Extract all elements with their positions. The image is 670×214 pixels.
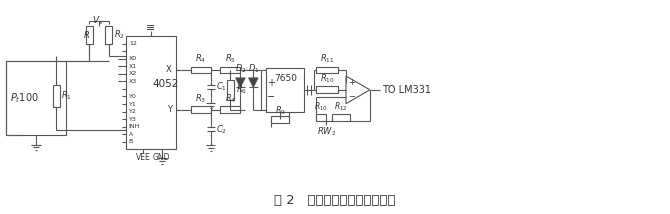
Text: $V_s$: $V_s$ [92, 15, 104, 27]
Text: INH: INH [129, 124, 140, 129]
Text: $C_1$: $C_1$ [216, 80, 228, 93]
Bar [190, 106, 210, 113]
Text: 图 2   前置信号处理电路电路图: 图 2 前置信号处理电路电路图 [274, 194, 396, 207]
Text: $R$: $R$ [83, 30, 90, 40]
Text: $R_4$: $R_4$ [225, 92, 236, 105]
Text: +: + [348, 79, 355, 88]
Bar [271, 116, 289, 123]
Text: $P_t$100: $P_t$100 [10, 91, 39, 104]
Text: Y: Y [167, 105, 172, 114]
Text: $R_5$: $R_5$ [225, 53, 236, 65]
Bar [316, 114, 326, 121]
Bar [316, 86, 338, 93]
Bar [7, 61, 66, 135]
Bar [220, 106, 241, 113]
Text: VEE: VEE [136, 153, 151, 162]
Text: $R_{12}$: $R_{12}$ [334, 100, 348, 113]
Text: Y3: Y3 [129, 117, 137, 122]
Bar [220, 67, 241, 73]
Bar [86, 26, 92, 44]
Text: $D_2$: $D_2$ [234, 62, 246, 75]
Bar [332, 114, 350, 121]
Polygon shape [249, 78, 258, 87]
Text: +: + [267, 78, 275, 88]
Text: Y1: Y1 [129, 101, 137, 107]
Text: $R_4$: $R_4$ [195, 53, 206, 65]
Polygon shape [236, 78, 245, 87]
Text: X: X [166, 65, 172, 74]
Text: $RW_2$: $RW_2$ [318, 125, 336, 138]
Text: $D_1$: $D_1$ [247, 62, 259, 75]
Text: −: − [267, 92, 275, 102]
Text: $C_2$: $C_2$ [216, 123, 228, 136]
Polygon shape [346, 76, 370, 104]
Text: 12: 12 [129, 41, 137, 46]
Text: A: A [129, 132, 133, 137]
Text: $R_{10}$: $R_{10}$ [320, 72, 334, 85]
Text: 4052: 4052 [153, 79, 179, 89]
Bar [227, 80, 234, 100]
Text: Y0: Y0 [129, 94, 137, 99]
Text: $R_{11}$: $R_{11}$ [320, 53, 334, 65]
Text: X2: X2 [129, 71, 137, 76]
Text: $R_{10}$: $R_{10}$ [314, 100, 328, 113]
Bar [316, 67, 338, 73]
Text: X3: X3 [129, 79, 137, 84]
Text: ≡: ≡ [146, 23, 155, 33]
Text: X0: X0 [129, 56, 137, 61]
Text: $R_3$: $R_3$ [195, 92, 206, 105]
Text: TO LM331: TO LM331 [382, 85, 431, 95]
Text: GND: GND [153, 153, 170, 162]
Text: 7650: 7650 [274, 73, 297, 83]
Text: $R_9$: $R_9$ [275, 104, 286, 116]
Text: X1: X1 [129, 64, 137, 69]
Text: $R_1$: $R_1$ [61, 90, 72, 102]
Bar [105, 26, 113, 44]
Bar [126, 36, 176, 149]
Text: −: − [348, 92, 355, 101]
Text: B: B [129, 139, 133, 144]
Text: $R_6$: $R_6$ [237, 83, 247, 96]
Bar [266, 68, 304, 111]
Bar [53, 85, 60, 107]
Text: Y2: Y2 [129, 109, 137, 114]
Bar [190, 67, 210, 73]
Text: $R_2$: $R_2$ [114, 29, 125, 41]
